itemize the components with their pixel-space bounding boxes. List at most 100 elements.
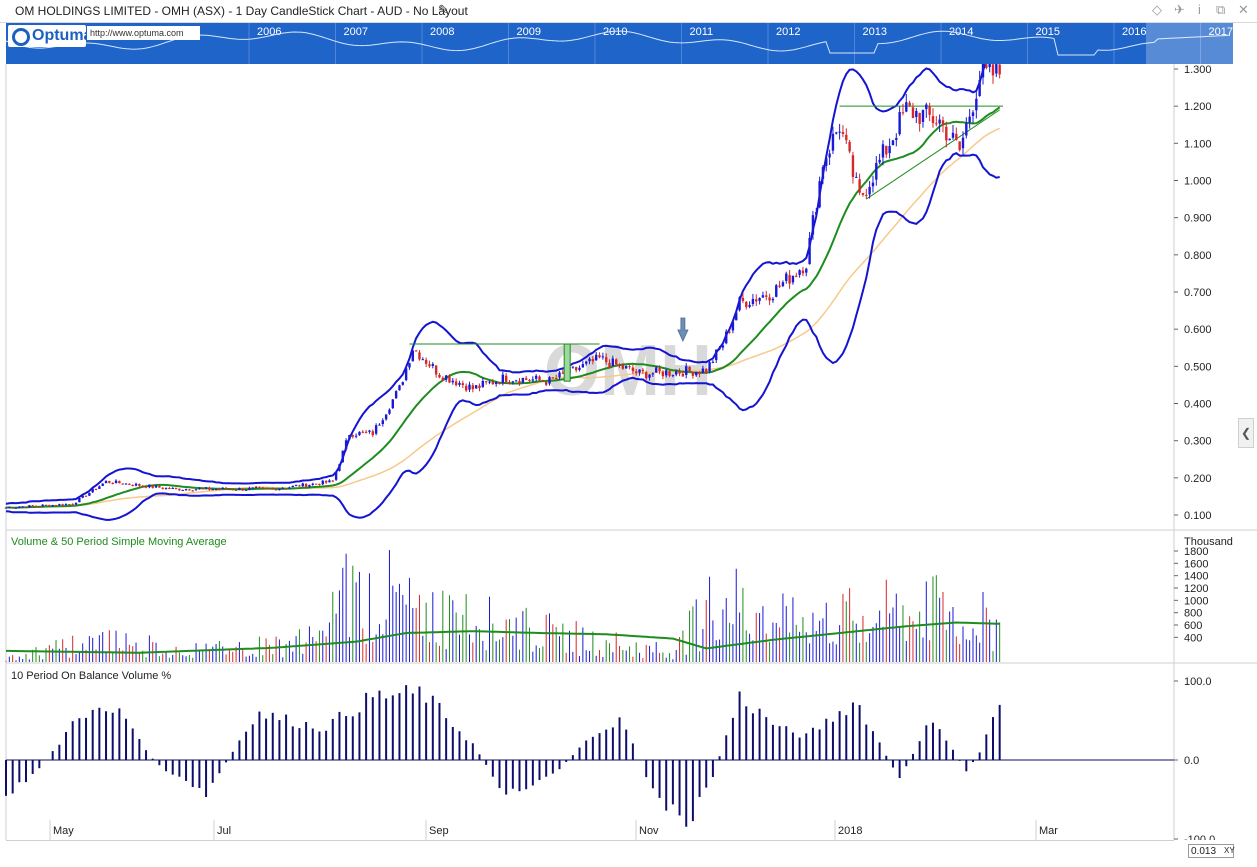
candle-body	[798, 270, 801, 275]
candle-body	[281, 488, 284, 490]
candle-body	[18, 506, 21, 508]
candle-body	[144, 486, 148, 488]
highlighted-candle	[563, 343, 571, 382]
candle-body	[851, 155, 855, 177]
candle-body	[208, 487, 211, 490]
edit-title-icon[interactable]: ✎	[438, 2, 449, 17]
candle-body	[695, 371, 698, 376]
candle-body	[131, 485, 134, 487]
overview-selection-window	[1146, 23, 1233, 64]
candle-body	[828, 153, 831, 158]
price-tick-label: 0.200	[1184, 473, 1212, 485]
candle-body	[258, 487, 261, 489]
candle-body	[464, 385, 468, 391]
candle-body	[771, 298, 775, 301]
moving-average-orange-line	[5, 127, 1000, 509]
candle-body	[971, 112, 975, 117]
candle-body	[481, 380, 485, 387]
candle-body	[488, 381, 491, 383]
candle-body	[755, 299, 758, 302]
candle-body	[981, 64, 985, 78]
candle-body	[735, 312, 738, 321]
candle-body	[268, 488, 271, 490]
logo-url[interactable]: http://www.optuma.com	[87, 26, 200, 40]
candle-body	[298, 485, 301, 487]
candle-body	[601, 356, 605, 358]
candle-body	[514, 380, 518, 382]
candle-body	[361, 431, 364, 433]
candle-body	[474, 385, 478, 389]
candle-body	[898, 112, 901, 135]
candle-body	[288, 487, 291, 489]
candle-body	[968, 116, 971, 123]
candle-body	[665, 370, 668, 376]
candle-body	[908, 102, 911, 106]
candle-body	[331, 480, 334, 482]
candle-body	[635, 371, 638, 374]
volume-tick-label: 1800	[1184, 546, 1208, 558]
info-icon[interactable]: i	[1198, 2, 1201, 17]
volume-tick-label: 1200	[1184, 583, 1208, 595]
candle-body	[98, 486, 101, 489]
candle-body	[501, 374, 505, 383]
chart-area[interactable]: OMH1.3001.2001.1001.0000.9000.8000.7000.…	[0, 64, 1257, 840]
chart-title: OM HOLDINGS LIMITED - OMH (ASX) - 1 Day …	[15, 4, 468, 18]
candle-body	[995, 64, 998, 74]
candle-body	[311, 483, 314, 485]
overview-year-label: 2013	[863, 26, 887, 38]
candle-body	[718, 348, 721, 350]
candle-body	[78, 497, 81, 503]
candle-body	[785, 273, 788, 281]
candle-body	[808, 237, 811, 265]
overview-year-label: 2008	[430, 26, 454, 38]
price-tick-label: 0.400	[1184, 399, 1212, 411]
candle-body	[931, 116, 935, 124]
overview-navigator[interactable]: 2006 2007 2008 2009 2010 2011 2012 2013 2014 2015…	[6, 23, 1233, 64]
candle-body	[241, 488, 244, 491]
candle-body	[768, 297, 771, 301]
candle-body	[248, 487, 251, 490]
candle-body	[101, 483, 104, 486]
logo-mark-icon	[12, 28, 30, 46]
date-tick-label: Nov	[639, 825, 659, 837]
candle-body	[364, 431, 368, 433]
candle-body	[765, 295, 768, 297]
candle-body	[321, 480, 324, 485]
candle-body	[224, 487, 228, 490]
collapse-panel-chevron-icon[interactable]: ❮	[1238, 418, 1254, 448]
candle-body	[158, 485, 161, 488]
candle-body	[925, 104, 928, 110]
candle-body	[518, 380, 521, 384]
overview-price-line	[6, 30, 1231, 56]
overview-year-label: 2015	[1036, 26, 1060, 38]
candle-body	[534, 375, 538, 379]
candle-body	[571, 366, 575, 368]
candle-body	[988, 64, 991, 68]
candle-body	[218, 489, 221, 491]
candle-body	[945, 126, 948, 141]
restore-window-icon[interactable]: ⧉	[1216, 2, 1226, 17]
candle-body	[4, 507, 8, 509]
candle-body	[291, 485, 294, 488]
candle-body	[174, 488, 178, 490]
candle-body	[394, 391, 398, 399]
xy-readout[interactable]: 0.013	[1188, 844, 1234, 858]
candle-body	[681, 373, 685, 377]
price-tick-label: 0.100	[1184, 510, 1212, 522]
candle-body	[64, 504, 68, 506]
candle-body	[825, 158, 828, 166]
pin-icon[interactable]: ✈	[1174, 2, 1185, 17]
candle-body	[351, 435, 354, 437]
date-tick-label: Sep	[429, 825, 449, 837]
candle-body	[54, 505, 58, 507]
candle-body	[625, 366, 628, 369]
candle-body	[398, 385, 401, 391]
close-window-icon[interactable]: ✕	[1238, 2, 1249, 17]
candle-body	[618, 364, 621, 366]
candle-body	[368, 430, 371, 432]
diamond-icon[interactable]: ◇	[1152, 2, 1162, 17]
candle-body	[211, 489, 214, 491]
price-tick-label: 0.800	[1184, 250, 1212, 262]
candle-body	[795, 275, 798, 277]
candle-body	[615, 359, 618, 365]
